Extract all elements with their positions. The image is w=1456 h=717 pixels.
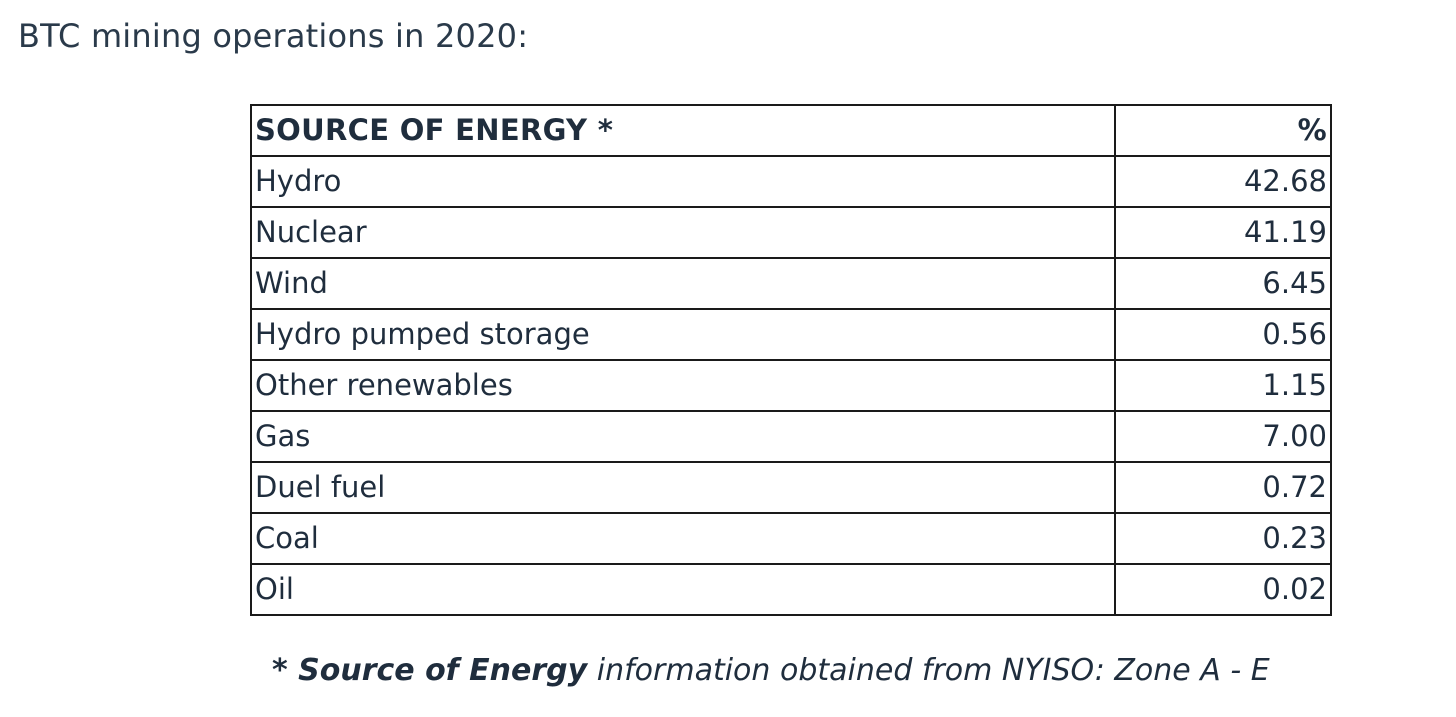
table-row: Duel fuel 0.72 (250, 461, 1332, 514)
percent-cell: 0.56 (1114, 308, 1332, 361)
footnote-emphasis: * Source of Energy (272, 653, 588, 688)
table-row: Wind 6.45 (250, 257, 1332, 310)
percent-cell: 0.02 (1114, 563, 1332, 616)
percent-cell: 41.19 (1114, 206, 1332, 259)
percent-cell: 42.68 (1114, 155, 1332, 208)
source-cell: Wind (250, 257, 1116, 310)
table-row: Coal 0.23 (250, 512, 1332, 565)
footnote: * Source of Energy information obtained … (272, 648, 1270, 694)
percent-cell: 0.72 (1114, 461, 1332, 514)
header-percent: % (1114, 104, 1332, 157)
source-cell: Oil (250, 563, 1116, 616)
source-cell: Duel fuel (250, 461, 1116, 514)
source-cell: Nuclear (250, 206, 1116, 259)
intro-text: BTC mining operations in 2020: (18, 17, 529, 55)
percent-cell: 1.15 (1114, 359, 1332, 412)
table-row: Gas 7.00 (250, 410, 1332, 463)
header-source: SOURCE OF ENERGY * (250, 104, 1116, 157)
percent-cell: 6.45 (1114, 257, 1332, 310)
table-row: Other renewables 1.15 (250, 359, 1332, 412)
table-header-row: SOURCE OF ENERGY * % (250, 104, 1332, 157)
percent-cell: 0.23 (1114, 512, 1332, 565)
table-row: Nuclear 41.19 (250, 206, 1332, 259)
source-cell: Coal (250, 512, 1116, 565)
energy-source-table: SOURCE OF ENERGY * % Hydro 42.68 Nuclear… (250, 104, 1332, 616)
table-row: Hydro pumped storage 0.56 (250, 308, 1332, 361)
source-cell: Hydro (250, 155, 1116, 208)
table-row: Hydro 42.68 (250, 155, 1332, 208)
table-row: Oil 0.02 (250, 563, 1332, 616)
footnote-text: information obtained from NYISO: Zone A … (587, 653, 1270, 688)
source-cell: Other renewables (250, 359, 1116, 412)
source-cell: Gas (250, 410, 1116, 463)
percent-cell: 7.00 (1114, 410, 1332, 463)
source-cell: Hydro pumped storage (250, 308, 1116, 361)
